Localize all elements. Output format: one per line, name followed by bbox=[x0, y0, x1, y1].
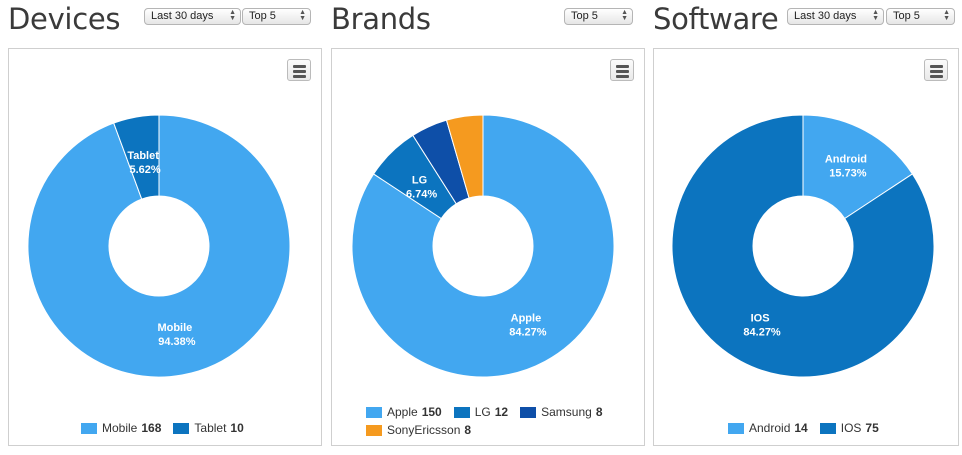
slice-sonyericsson[interactable] bbox=[445, 114, 484, 199]
hamburger-icon bbox=[293, 70, 306, 73]
devices-donut-chart: Mobile 94.38% Tablet 5.62% bbox=[27, 114, 291, 378]
legend-value: 10 bbox=[230, 421, 244, 435]
select-arrows-icon: ▲ ▼ bbox=[621, 9, 628, 22]
hamburger-icon bbox=[616, 65, 629, 68]
legend-item-sonyericsson[interactable]: SonyEricsson 8 bbox=[366, 423, 471, 437]
software-top-select-value: Top 5 bbox=[893, 10, 920, 22]
legend-swatch bbox=[81, 422, 97, 434]
hamburger-icon bbox=[930, 70, 943, 73]
hamburger-icon bbox=[616, 75, 629, 78]
legend-row: Android 14 IOS 75 bbox=[728, 421, 891, 435]
devices-period-select-value: Last 30 days bbox=[151, 10, 214, 22]
slice-percent-android: 15.73% bbox=[829, 167, 867, 179]
legend-item-apple[interactable]: Apple 150 bbox=[366, 405, 442, 419]
hamburger-icon bbox=[616, 70, 629, 73]
legend-label: Samsung bbox=[541, 405, 592, 419]
software-chart-card: Android 15.73% IOS 84.27% Android 14 IOS 75 bbox=[653, 48, 959, 446]
legend-swatch bbox=[366, 424, 382, 436]
legend-swatch bbox=[173, 422, 190, 434]
slice-ios[interactable] bbox=[671, 114, 935, 378]
devices-top-select-value: Top 5 bbox=[249, 10, 276, 22]
legend-value: 8 bbox=[464, 423, 472, 437]
legend-label: SonyEricsson bbox=[387, 423, 461, 437]
brands-title: Brands bbox=[331, 2, 431, 36]
devices-top-select[interactable]: Top 5 ▲ ▼ bbox=[242, 8, 311, 25]
software-chart-menu-button[interactable] bbox=[924, 59, 948, 81]
legend-value: 8 bbox=[595, 405, 603, 419]
legend-swatch bbox=[819, 422, 836, 434]
slice-percent-lg: 6.74% bbox=[406, 188, 437, 200]
legend-row: Mobile 168 Tablet 10 bbox=[81, 421, 256, 435]
legend-value: 168 bbox=[141, 421, 162, 435]
slice-label-tablet: Tablet bbox=[127, 150, 159, 162]
slice-mobile[interactable] bbox=[27, 114, 291, 378]
legend-swatch bbox=[520, 406, 537, 418]
legend-item-samsung[interactable]: Samsung 8 bbox=[520, 405, 603, 419]
legend-label: Mobile bbox=[102, 421, 138, 435]
legend-row: SonyEricsson 8 bbox=[366, 423, 483, 437]
brands-chart-card: Apple 84.27% LG 6.74% Apple 150 LG 12 Samsung 8 S… bbox=[331, 48, 645, 446]
select-arrows-icon: ▲ ▼ bbox=[943, 9, 950, 22]
legend-label: Android bbox=[749, 421, 791, 435]
devices-chart-card: Mobile 94.38% Tablet 5.62% Mobile 168 Tablet 1… bbox=[8, 48, 322, 446]
brands-top-select[interactable]: Top 5 ▲ ▼ bbox=[564, 8, 633, 25]
slice-label-apple: Apple bbox=[511, 313, 542, 325]
slice-label-ios: IOS bbox=[751, 313, 770, 325]
slice-label-android: Android bbox=[825, 153, 867, 165]
slice-apple[interactable] bbox=[351, 114, 615, 378]
legend-item-ios[interactable]: IOS 75 bbox=[819, 421, 879, 435]
devices-period-select[interactable]: Last 30 days ▲ ▼ bbox=[144, 8, 241, 25]
legend-value: 75 bbox=[865, 421, 879, 435]
legend-label: Apple bbox=[387, 405, 418, 419]
software-title: Software bbox=[653, 2, 779, 36]
slice-percent-mobile: 94.38% bbox=[158, 336, 196, 348]
legend-item-tablet[interactable]: Tablet 10 bbox=[173, 421, 244, 435]
slice-percent-apple: 84.27% bbox=[509, 327, 547, 339]
select-arrows-icon: ▲ ▼ bbox=[229, 9, 236, 22]
legend-value: 150 bbox=[421, 405, 442, 419]
legend-row: Apple 150 LG 12 Samsung 8 bbox=[366, 405, 615, 419]
select-arrows-icon: ▲ ▼ bbox=[872, 9, 879, 22]
slice-percent-tablet: 5.62% bbox=[130, 164, 161, 176]
legend-item-android[interactable]: Android 14 bbox=[728, 421, 808, 435]
hamburger-icon bbox=[293, 75, 306, 78]
devices-panel: Devices Last 30 days ▲ ▼ Top 5 ▲ ▼ Mobile 9… bbox=[8, 0, 322, 455]
brands-chart-menu-button[interactable] bbox=[610, 59, 634, 81]
brands-panel: Brands Top 5 ▲ ▼ Apple 84.27% LG 6.74% Apple… bbox=[331, 0, 645, 455]
legend-value: 12 bbox=[494, 405, 509, 419]
software-top-select[interactable]: Top 5 ▲ ▼ bbox=[886, 8, 955, 25]
legend-label: IOS bbox=[840, 421, 862, 435]
hamburger-icon bbox=[930, 75, 943, 78]
software-panel: Software Last 30 days ▲ ▼ Top 5 ▲ ▼ Androi… bbox=[653, 0, 959, 455]
legend-label: LG bbox=[474, 405, 491, 419]
devices-title: Devices bbox=[8, 2, 121, 36]
legend-item-mobile[interactable]: Mobile 168 bbox=[81, 421, 161, 435]
slice-label-mobile: Mobile bbox=[157, 322, 192, 334]
brands-donut-chart: Apple 84.27% LG 6.74% bbox=[351, 114, 615, 378]
legend-item-lg[interactable]: LG 12 bbox=[453, 405, 509, 419]
software-period-select[interactable]: Last 30 days ▲ ▼ bbox=[787, 8, 884, 25]
select-arrows-icon: ▲ ▼ bbox=[299, 9, 306, 22]
slice-tablet[interactable] bbox=[113, 114, 160, 200]
software-donut-chart: Android 15.73% IOS 84.27% bbox=[671, 114, 935, 378]
slice-android[interactable] bbox=[802, 114, 914, 220]
legend-swatch bbox=[453, 406, 470, 418]
hamburger-icon bbox=[930, 65, 943, 68]
software-period-select-value: Last 30 days bbox=[794, 10, 857, 22]
legend-label: Tablet bbox=[194, 421, 227, 435]
legend-value: 14 bbox=[794, 421, 808, 435]
brands-top-select-value: Top 5 bbox=[571, 10, 598, 22]
devices-chart-menu-button[interactable] bbox=[287, 59, 311, 81]
hamburger-icon bbox=[293, 65, 306, 68]
legend-swatch bbox=[728, 422, 744, 434]
slice-percent-ios: 84.27% bbox=[743, 327, 781, 339]
legend-swatch bbox=[366, 406, 382, 418]
slice-label-lg: LG bbox=[412, 174, 427, 186]
